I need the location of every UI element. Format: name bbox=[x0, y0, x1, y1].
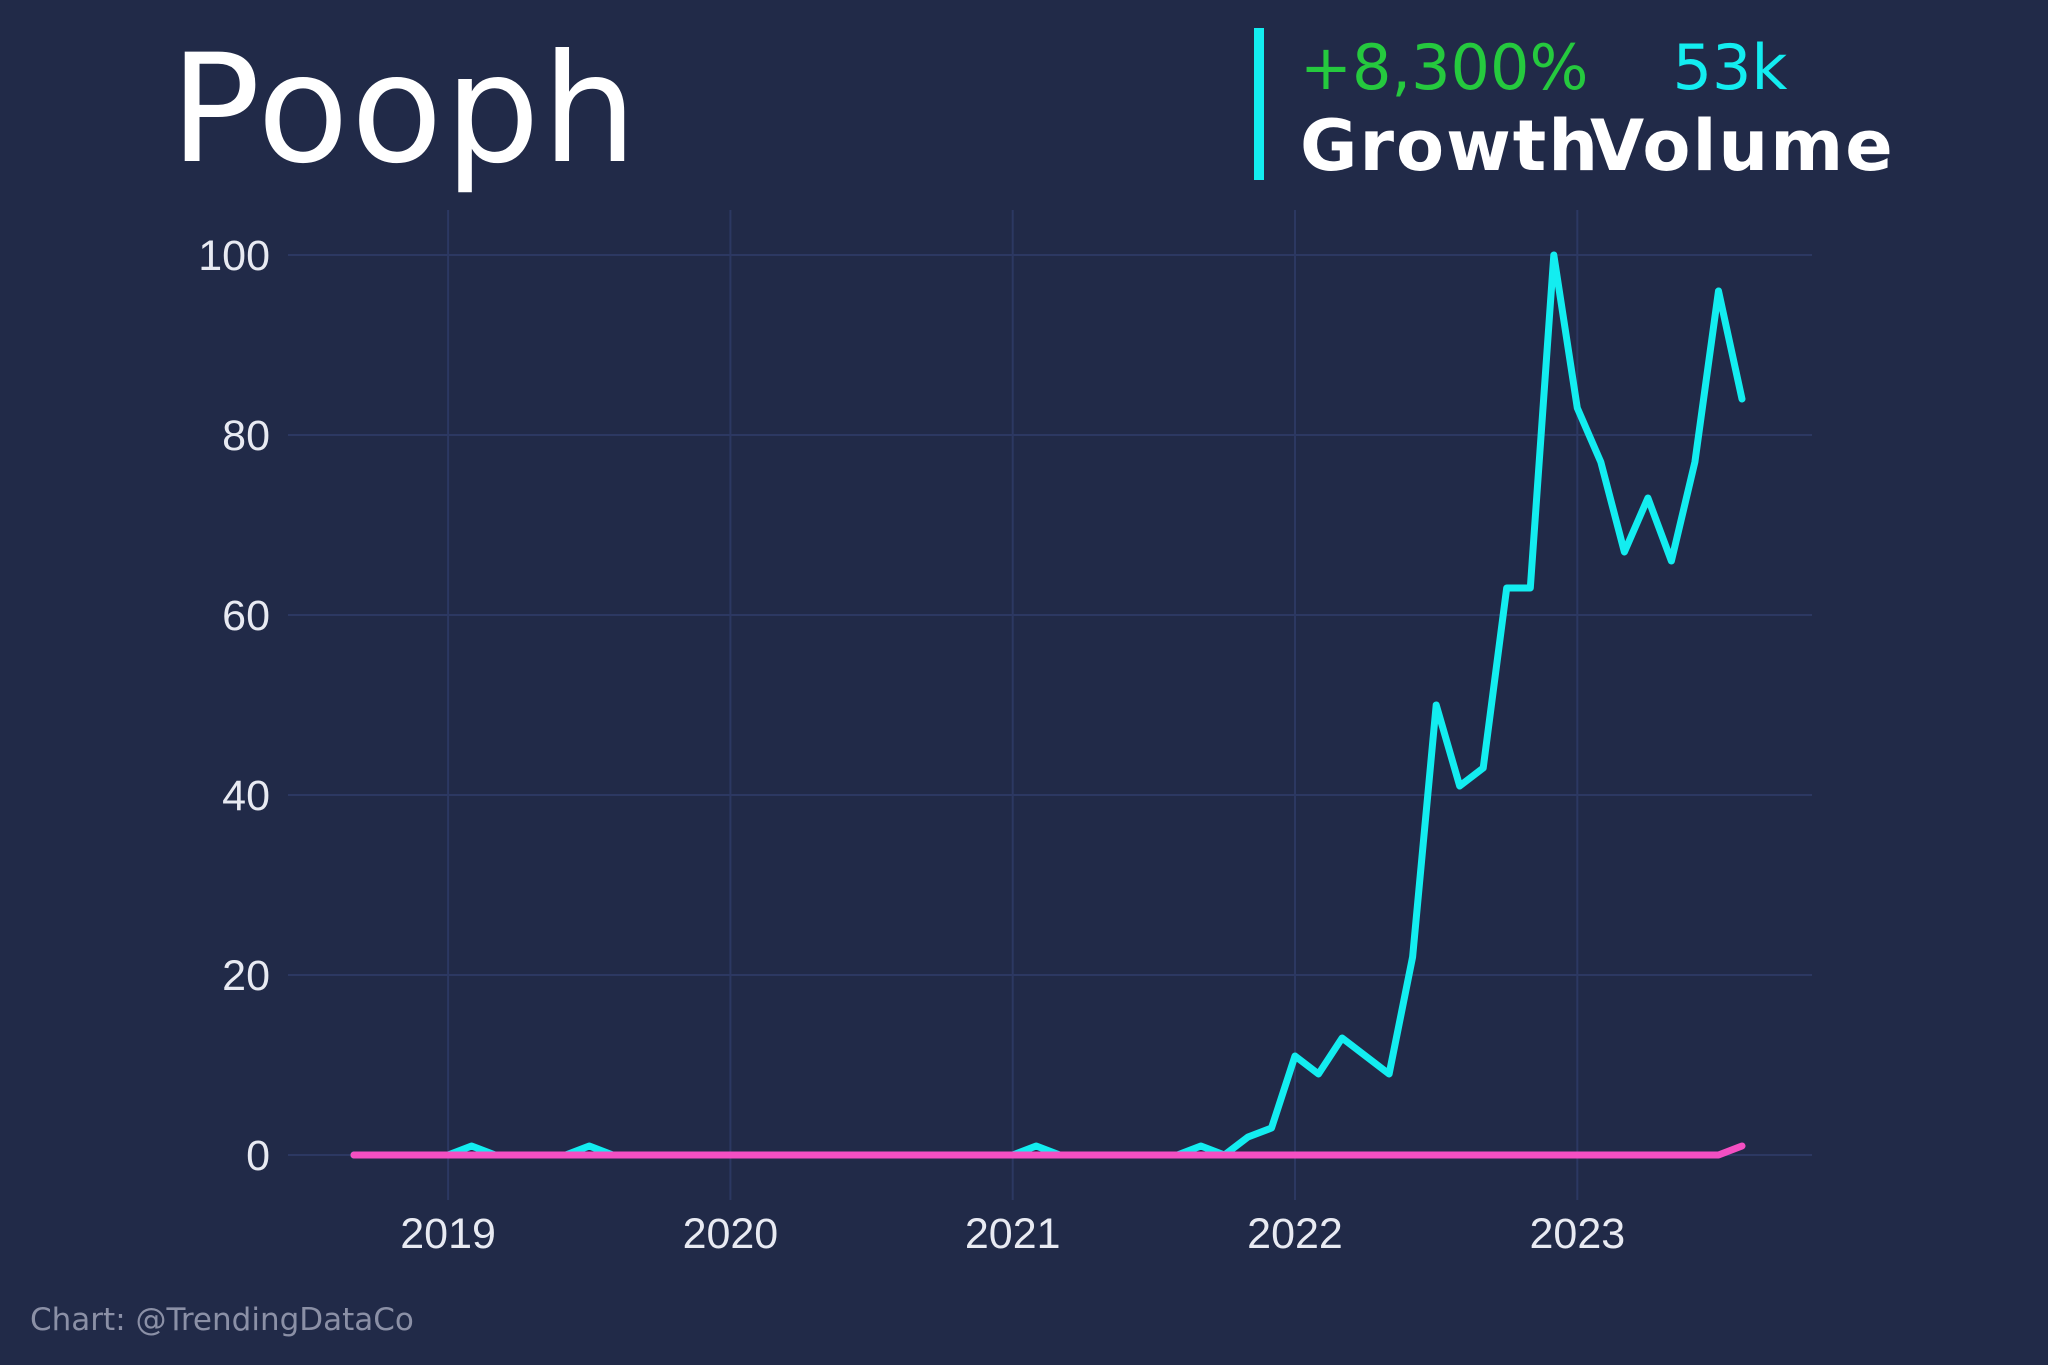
volume-label: Volume bbox=[1590, 105, 1895, 187]
y-tick-label-40: 40 bbox=[222, 772, 270, 820]
y-tick-label-0: 0 bbox=[246, 1132, 270, 1180]
chart-series bbox=[350, 251, 1746, 1159]
x-tick-label-2021: 2021 bbox=[965, 1210, 1061, 1258]
x-tick-label-2019: 2019 bbox=[400, 1210, 496, 1258]
growth-kpi: +8,300% Growth bbox=[1300, 30, 1601, 187]
x-tick-label-2023: 2023 bbox=[1529, 1210, 1625, 1258]
y-tick-label-60: 60 bbox=[222, 592, 270, 640]
y-tick-label-80: 80 bbox=[222, 412, 270, 460]
growth-label: Growth bbox=[1300, 105, 1601, 187]
x-tick-label-2020: 2020 bbox=[683, 1210, 779, 1258]
y-tick-label-20: 20 bbox=[222, 952, 270, 1000]
volume-value: 53k bbox=[1672, 31, 1788, 104]
chart-grid bbox=[288, 210, 1812, 1200]
growth-value: +8,300% bbox=[1300, 31, 1589, 104]
volume-kpi: 53k Volume bbox=[1590, 30, 1895, 187]
y-tick-label-100: 100 bbox=[198, 232, 270, 280]
page-title: Pooph bbox=[170, 23, 639, 197]
series-line-0 bbox=[350, 251, 1746, 1159]
x-axis-ticks: 2019 2020 2021 2022 2023 bbox=[400, 1210, 1625, 1258]
kpi-divider bbox=[1254, 28, 1264, 180]
chart-credit: Chart: @TrendingDataCo bbox=[30, 1302, 414, 1338]
x-tick-label-2022: 2022 bbox=[1247, 1210, 1343, 1258]
y-axis-ticks: 0 20 40 60 80 100 bbox=[198, 232, 270, 1180]
series-line-1 bbox=[350, 1142, 1746, 1159]
